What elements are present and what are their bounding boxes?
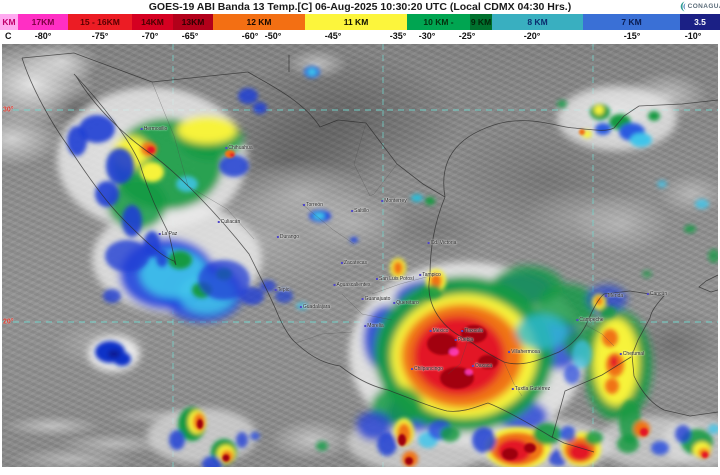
scale-segment-1: 17KM xyxy=(18,14,68,30)
city-label-monterrey: Monterrey xyxy=(381,198,407,204)
city-label-tlaxcala: Tlaxcala xyxy=(461,328,483,334)
city-label-guanajuato: Guanajuato xyxy=(362,296,391,302)
conagua-logo-text: CONAGUA xyxy=(687,3,720,10)
scale-segment-4: 13KM xyxy=(173,14,213,30)
city-label-villahermosa: Villahermosa xyxy=(508,349,540,355)
temperature-tick-7: -35° xyxy=(389,31,407,41)
temperature-tick-3: -65° xyxy=(181,31,199,41)
temperature-unit-label: C xyxy=(5,31,12,41)
temperature-tick-4: -60° xyxy=(241,31,259,41)
scale-segment-3: 14KM xyxy=(132,14,173,30)
city-label-durango: Durango xyxy=(277,234,299,240)
city-label-culiac-n: Culiacán xyxy=(218,219,240,225)
satellite-map[interactable]: 30° 20° Hermosillo Chihuahua Culiacán Torreón… xyxy=(2,44,718,467)
conagua-logo: CONAGUA xyxy=(677,1,720,12)
scale-segment-7: 10 KM - xyxy=(407,14,470,30)
city-label-canc-n: Cancún xyxy=(647,291,667,297)
title-bar: GOES-19 ABI Banda 13 Temp.[C] 06-Aug-202… xyxy=(0,0,720,14)
scale-segment-6: 11 KM xyxy=(305,14,407,30)
temperature-tick-11: -15° xyxy=(623,31,641,41)
scale-segment-9: 8 KM xyxy=(492,14,583,30)
city-label-tampico: Tampico xyxy=(419,272,441,278)
scale-segment-10: 7 KM xyxy=(583,14,680,30)
temperature-tick-8: -30° xyxy=(418,31,436,41)
city-label-torre-n: Torreón xyxy=(303,202,323,208)
city-label-m-xico: México xyxy=(430,328,449,334)
scale-segment-0: KM xyxy=(0,14,18,30)
city-label-aguascalientes: Aguascalientes xyxy=(334,282,371,288)
temperature-scale-row: C -80° -75° -70° -65° -60° -50° -45° -35° -30° -2… xyxy=(0,30,720,44)
temperature-tick-10: -20° xyxy=(523,31,541,41)
temperature-tick-5: -50° xyxy=(264,31,282,41)
temperature-tick-2: -70° xyxy=(141,31,159,41)
scale-segment-2: 15 - 16KM xyxy=(68,14,132,30)
city-label-morelia: Morelia xyxy=(364,323,383,329)
temperature-tick-0: -80° xyxy=(34,31,52,41)
city-label-campeche: Campeche xyxy=(576,317,603,323)
city-label-saltillo: Saltillo xyxy=(351,208,369,214)
city-label-chilpancingo: Chilpancingo xyxy=(411,366,443,372)
city-label-oaxaca: Oaxaca xyxy=(472,363,492,369)
city-label-m-rida: Mérida xyxy=(605,293,623,299)
city-label-zacatecas: Zacatecas xyxy=(341,260,367,266)
temperature-tick-6: -45° xyxy=(324,31,342,41)
city-label-san-luis-potos-: San Luis Potosí xyxy=(376,276,414,282)
image-title: GOES-19 ABI Banda 13 Temp.[C] 06-Aug-202… xyxy=(148,1,572,13)
conagua-swoosh-icon xyxy=(680,1,686,12)
coastline-borders-layer xyxy=(21,52,718,453)
city-label-hermosillo: Hermosillo xyxy=(141,126,168,132)
city-label-tepic: Tepic xyxy=(275,287,290,293)
city-label-quer-taro: Querétaro xyxy=(393,300,419,306)
city-label-tuxtla-guti-rrez: Tuxtla Gutiérrez xyxy=(512,386,550,392)
city-label-la-paz: La Paz xyxy=(159,231,178,237)
city-label-puebla: Puebla xyxy=(455,337,474,343)
city-label-chihuahua: Chihuahua xyxy=(225,145,252,151)
latitude-label-30: 30° xyxy=(3,106,14,114)
scale-segment-8: 9 KM xyxy=(470,14,492,30)
latitude-label-20: 20° xyxy=(3,318,14,326)
scale-segment-5: 12 KM xyxy=(213,14,305,30)
temperature-tick-1: -75° xyxy=(91,31,109,41)
altitude-color-scale: KM 17KM 15 - 16KM 14KM 13KM 12 KM 11 KM 10 KM -… xyxy=(0,14,720,30)
temperature-tick-12: -10° xyxy=(684,31,702,41)
city-label-guadalajara: Guadalajara xyxy=(300,304,330,310)
scale-segment-11: 3.5 xyxy=(680,14,720,30)
city-label-chetumal: Chetumal xyxy=(620,351,644,357)
city-label-cd-victoria: Cd. Victoria xyxy=(428,240,457,246)
temperature-tick-9: -25° xyxy=(458,31,476,41)
